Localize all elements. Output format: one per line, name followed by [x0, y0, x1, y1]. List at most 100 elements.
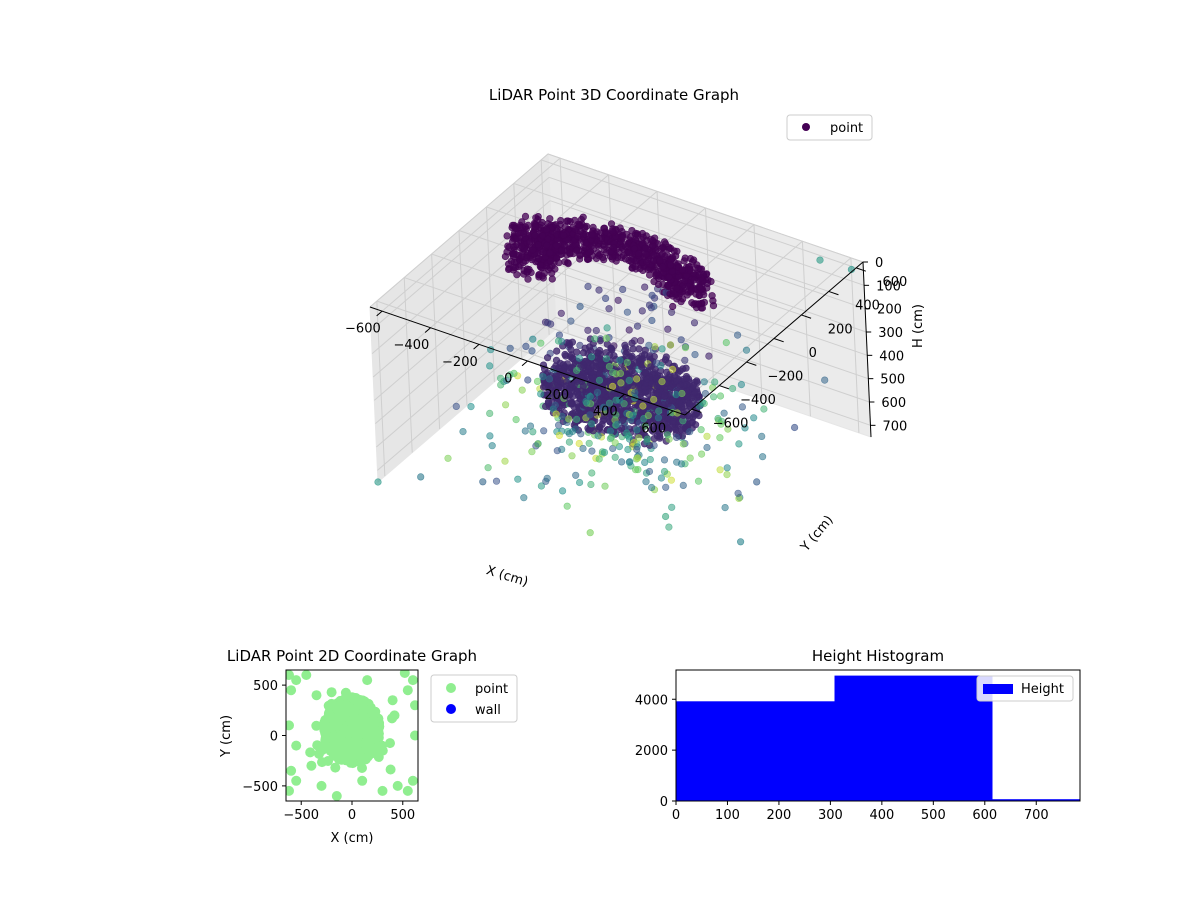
3d-z-tick-label: 200: [877, 303, 902, 318]
3d-point: [703, 432, 711, 440]
3d-point: [593, 349, 601, 357]
3d-point: [608, 227, 617, 235]
3d-point: [576, 302, 584, 311]
histogram-x-tick-label: 600: [972, 808, 997, 823]
3d-point: [660, 456, 669, 464]
3d-point: [668, 503, 676, 511]
2d-point: [357, 775, 368, 786]
2d-point: [316, 780, 327, 791]
3d-point: [611, 439, 619, 447]
3d-grid-z-back: [548, 176, 865, 286]
2d-point: [377, 785, 388, 796]
3d-point: [649, 236, 657, 244]
3d-point: [594, 249, 602, 257]
3d-point: [633, 445, 641, 454]
3d-x-tick: [473, 344, 480, 350]
3d-x-tick-label: 400: [593, 405, 618, 420]
3d-point: [584, 282, 592, 291]
3d-point: [595, 376, 604, 384]
2d-point: [286, 785, 294, 796]
3d-point: [655, 407, 663, 415]
2d-y-tick-label: 500: [253, 679, 278, 694]
2d-point: [357, 695, 368, 706]
3d-z-tick-label: 0: [875, 256, 883, 271]
3d-y-tick-label: 400: [855, 299, 880, 314]
3d-point: [568, 452, 576, 460]
2d-point: [314, 748, 324, 759]
2d-point: [365, 704, 376, 715]
3d-point: [622, 230, 631, 238]
3d-point: [660, 467, 669, 476]
3d-point: [686, 454, 694, 462]
3d-point: [648, 380, 656, 388]
3d-x-tick-label: −400: [394, 338, 430, 353]
3d-point: [502, 401, 510, 409]
3d-point: [586, 529, 594, 537]
3d-point: [821, 376, 829, 384]
3d-x-tick: [618, 393, 625, 400]
3d-point: [616, 356, 624, 364]
histogram-legend-swatch: [983, 684, 1013, 694]
3d-point: [668, 365, 677, 374]
2d-point: [352, 744, 362, 755]
3d-point: [444, 454, 452, 462]
3d-point: [654, 414, 663, 422]
2d-point: [343, 740, 354, 750]
3d-point: [697, 426, 705, 434]
3d-point: [695, 283, 703, 291]
3d-point: [645, 301, 654, 309]
3d-y-tick-label: −200: [768, 369, 804, 384]
3d-point: [625, 376, 633, 385]
histogram-x-tick-label: 700: [1024, 808, 1049, 823]
2d-point: [319, 725, 330, 736]
3d-x-tick-label: 200: [544, 388, 569, 403]
3d-grid-y-floor: [404, 277, 720, 387]
3d-point: [758, 453, 767, 461]
3d-point: [555, 431, 564, 440]
3d-grid-z-left: [370, 176, 550, 331]
3d-point: [617, 379, 625, 387]
3d-point: [695, 402, 703, 410]
3d-point: [543, 354, 552, 362]
3d-point: [677, 336, 685, 344]
3d-point: [629, 345, 637, 353]
3d-point: [552, 410, 560, 418]
3d-legend-marker-point: [802, 123, 810, 131]
histogram-bar: [834, 675, 993, 801]
histogram-bar: [676, 701, 835, 801]
3d-x-tick-label: −600: [345, 322, 381, 337]
3d-point: [653, 432, 662, 440]
2d-point: [373, 752, 384, 762]
3d-point: [567, 351, 575, 359]
3d-point: [662, 353, 670, 361]
3d-point: [646, 456, 654, 464]
3d-legend-box: [786, 114, 873, 141]
3d-point: [630, 337, 639, 345]
3d-point: [605, 363, 614, 371]
3d-point: [640, 351, 649, 359]
3d-point: [606, 427, 615, 435]
3d-legend-label-point: point: [830, 121, 863, 136]
2d-point: [291, 740, 302, 751]
3d-point: [626, 458, 634, 466]
3d-scatter-chart: LiDAR Point 3D Coordinate Graph −600 −400…: [345, 86, 926, 590]
3d-point: [644, 411, 652, 420]
3d-point: [484, 464, 492, 472]
3d-point: [667, 308, 676, 316]
3d-point: [663, 368, 671, 376]
3d-point: [641, 458, 649, 467]
3d-point: [486, 432, 494, 440]
2d-x-tick-label: −500: [283, 808, 319, 823]
3d-grid-y-left: [431, 254, 441, 430]
3d-point: [700, 378, 708, 386]
3d-point: [638, 307, 646, 315]
3d-point: [636, 337, 645, 345]
3d-point: [556, 377, 564, 385]
3d-point: [631, 389, 639, 397]
2d-point: [330, 762, 341, 773]
3d-point: [624, 445, 632, 454]
3d-grid-y-left: [458, 230, 468, 406]
3d-point: [529, 428, 537, 436]
3d-point: [650, 441, 658, 450]
3d-z-tick-label: 500: [880, 373, 905, 388]
